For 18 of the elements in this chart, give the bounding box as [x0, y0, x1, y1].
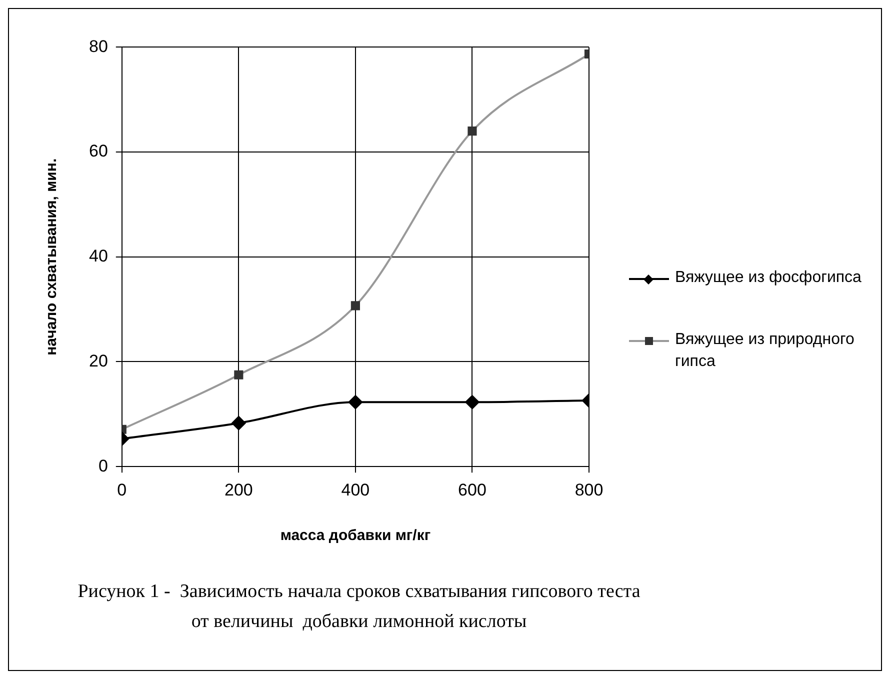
point: [348, 395, 362, 410]
x-tick-label: 400: [341, 480, 370, 500]
legend-label: Вяжущее из фосфогипса: [675, 268, 862, 288]
y-tick-label: 0: [98, 456, 108, 476]
legend-label: Вяжущее из природного гипса: [675, 330, 856, 372]
y-tick-label: 20: [88, 351, 108, 370]
text: Рисунок 1 - Зависимость начала сроков схватывания гипсового теста от величины добавки лимонной кислоты: [76, 580, 642, 634]
point: [232, 416, 246, 430]
x-tick-label: 800: [574, 480, 604, 500]
x-tick-label: 600: [458, 480, 486, 500]
y-axis-title: начало схватывания, мин.: [43, 158, 60, 356]
y-tick-label: 60: [88, 142, 108, 161]
x-tick-label: 0: [117, 480, 127, 500]
y-tick-label: 40: [88, 246, 108, 266]
x-axis-title: масса добавки мг/кг: [280, 527, 431, 544]
x-tick-label: 200: [224, 480, 253, 500]
point: [465, 395, 480, 410]
y-tick-label: 80: [88, 36, 108, 56]
